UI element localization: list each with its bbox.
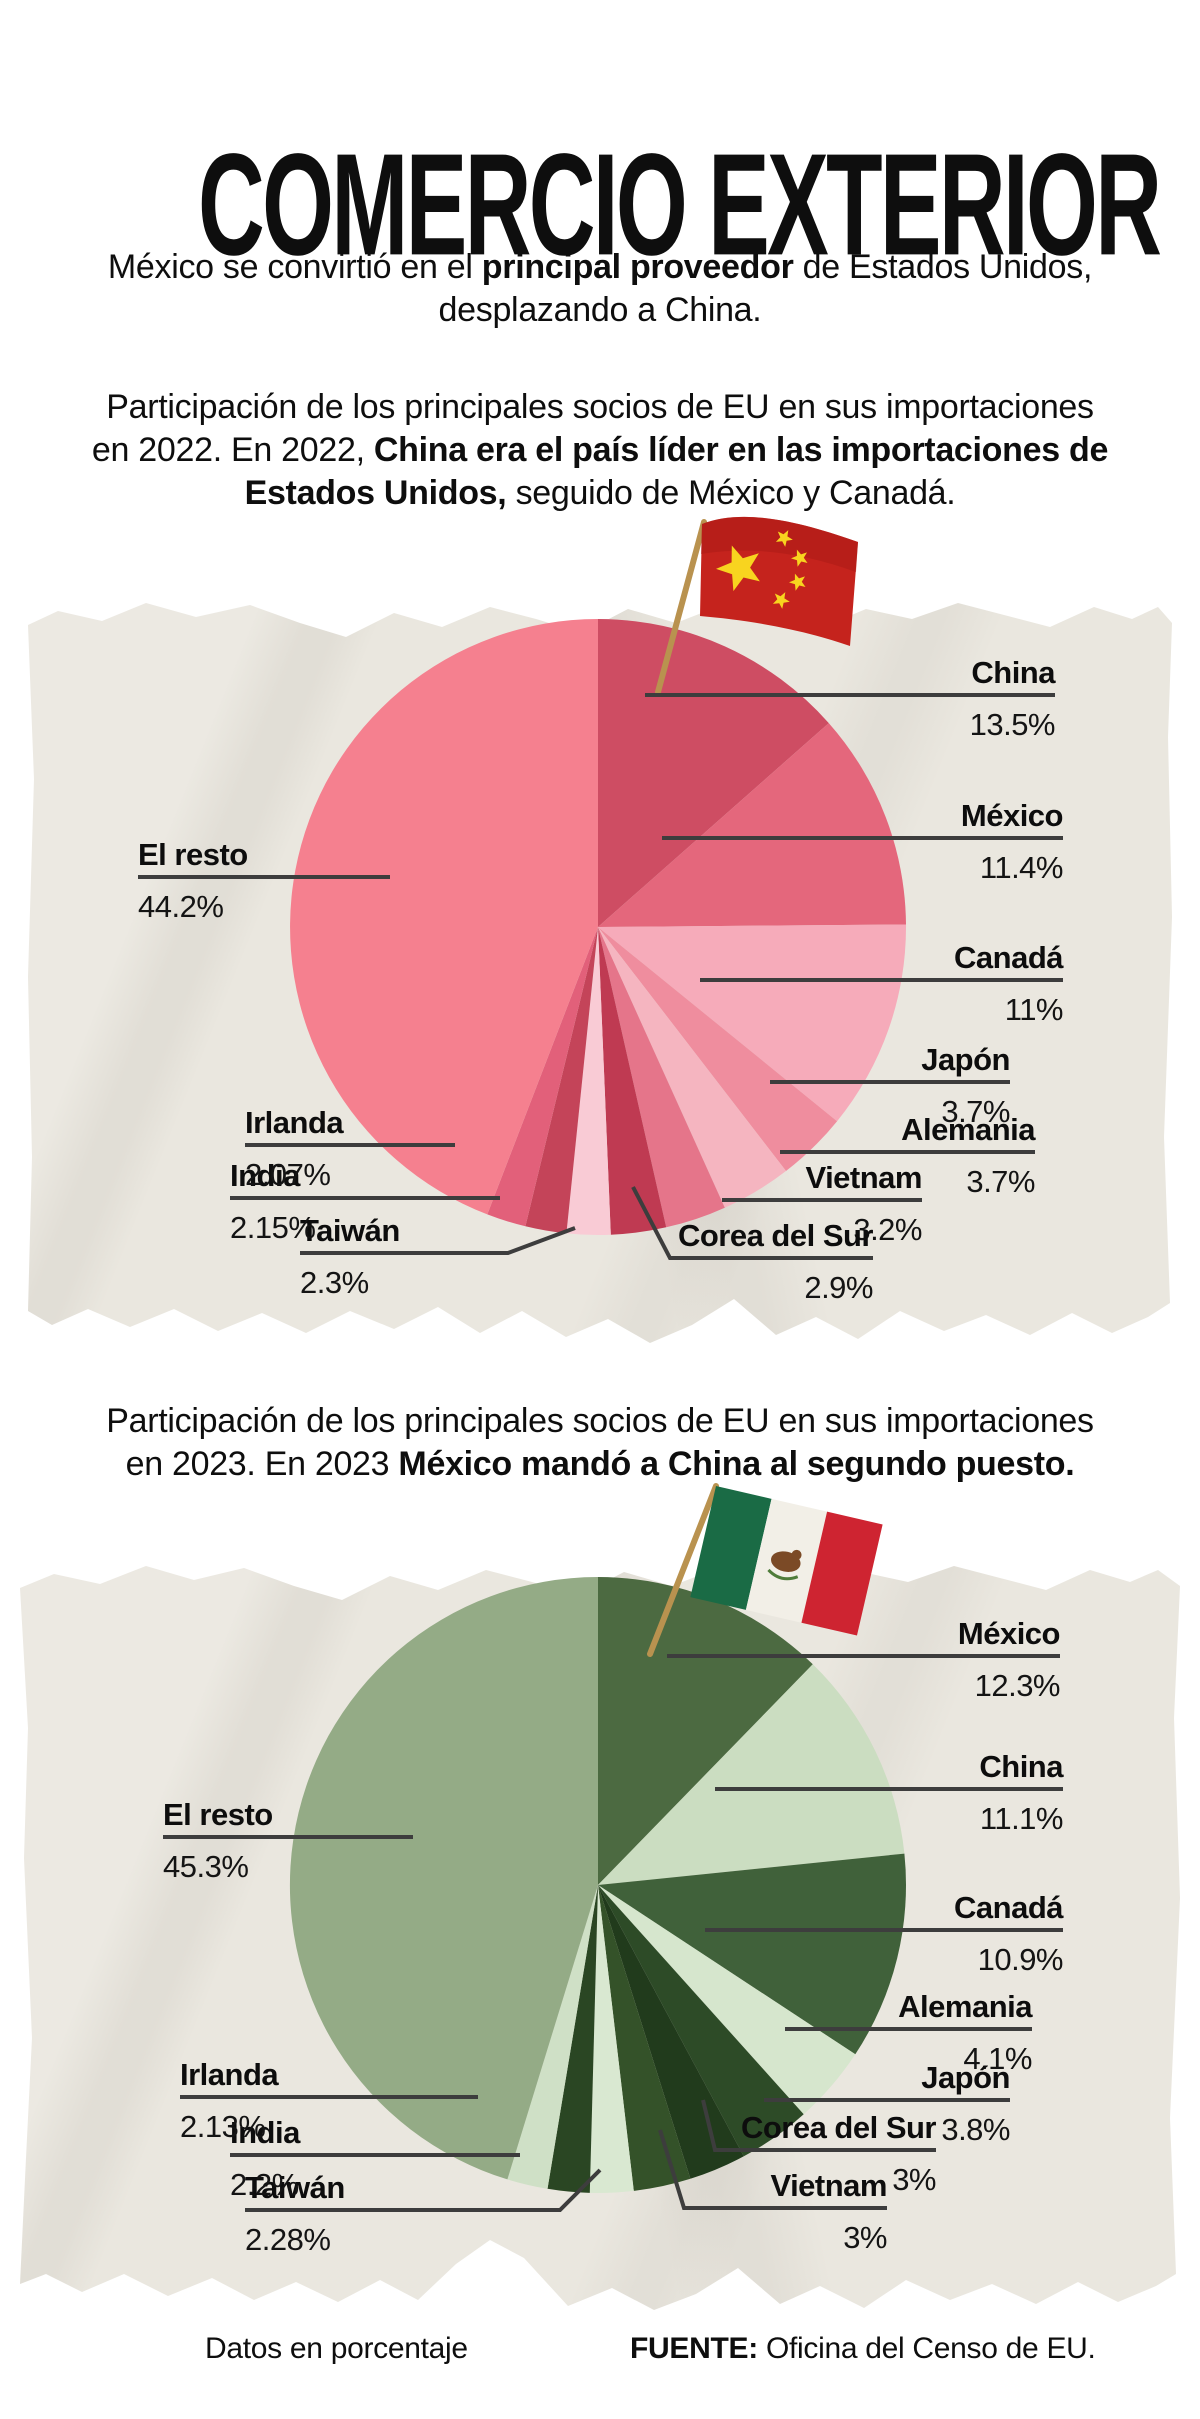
paper-panel-2022 xyxy=(28,603,1172,1343)
flag-star xyxy=(791,549,808,567)
section-2023-intro: Participación de los principales socios … xyxy=(90,1400,1110,1486)
text-segment: seguido de México y Canadá. xyxy=(506,474,956,513)
footer-source: FUENTE: Oficina del Censo de EU. xyxy=(630,2332,1096,2366)
text-segment-bold: principal proveedor xyxy=(481,248,794,286)
section-2022-intro: Participación de los principales socios … xyxy=(90,386,1110,516)
flag-eagle-emblem xyxy=(770,1551,801,1572)
text-segment-bold: México mandó a China al segundo puesto. xyxy=(398,1445,1075,1484)
footer-source-label: FUENTE: xyxy=(630,2332,758,2365)
flag-star xyxy=(789,573,806,591)
flag-star xyxy=(716,545,760,592)
page-title: COMERCIO EXTERIOR xyxy=(198,124,1162,287)
text-segment: México se convirtió en el xyxy=(107,248,482,286)
flag-shade xyxy=(701,516,858,572)
paper-panel-2023 xyxy=(20,1566,1180,2310)
footer-source-text: Oficina del Censo de EU. xyxy=(765,2332,1096,2365)
flag-star xyxy=(775,530,793,547)
text-segment: Participación de los principales socios … xyxy=(106,1402,1094,1484)
subtitle: México se convirtió en el principal prov… xyxy=(90,246,1110,332)
text-segment-bold: China era el país líder en las importaci… xyxy=(244,431,1109,513)
text-segment: Participación de los principales socios … xyxy=(91,388,1094,470)
footer-note: Datos en porcentaje xyxy=(205,2332,468,2365)
text-segment: de Estados Unidos, desplazando a China. xyxy=(438,248,1093,330)
flag-star xyxy=(772,592,790,609)
